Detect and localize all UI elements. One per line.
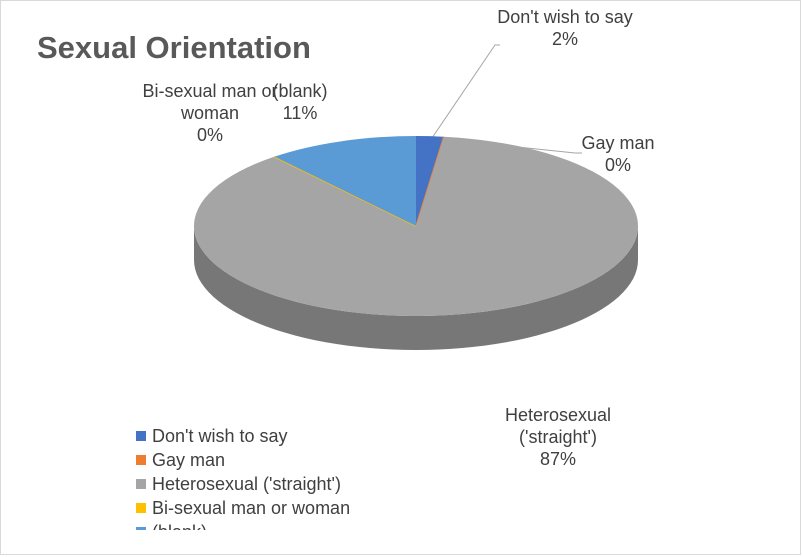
data-label: (blank) 11% bbox=[255, 80, 345, 124]
legend-label: Gay man bbox=[152, 449, 226, 470]
data-label: Gay man 0% bbox=[563, 132, 673, 176]
chart-title: Sexual Orientation bbox=[37, 30, 311, 65]
data-label-value: 87% bbox=[539, 449, 577, 469]
data-label-value: 0% bbox=[196, 125, 223, 145]
data-label-value: 0% bbox=[604, 155, 631, 175]
data-label-category: Bi-sexual man or woman bbox=[142, 81, 278, 123]
legend-swatch bbox=[136, 503, 146, 513]
data-label: Heterosexual ('straight') 87% bbox=[493, 404, 623, 470]
legend-item: Gay man bbox=[136, 448, 456, 472]
legend-label: Heterosexual ('straight') bbox=[152, 473, 341, 494]
legend-swatch bbox=[136, 431, 146, 441]
data-label-value: 2% bbox=[551, 29, 578, 49]
data-label: Don't wish to say 2% bbox=[490, 6, 640, 50]
data-label-category: Heterosexual ('straight') bbox=[504, 405, 612, 447]
data-label-category: (blank) bbox=[272, 81, 328, 101]
legend-swatch bbox=[136, 455, 146, 465]
legend-item: (blank) bbox=[136, 520, 456, 530]
slice-side bbox=[194, 226, 638, 350]
slice bbox=[274, 155, 417, 227]
legend: Don't wish to say Gay man Heterosexual ('s… bbox=[136, 424, 456, 530]
legend-label: (blank) bbox=[152, 522, 207, 531]
legend-label: Bi-sexual man or woman bbox=[152, 497, 351, 518]
data-label-category: Gay man bbox=[581, 133, 655, 153]
leader-line bbox=[431, 44, 500, 139]
legend-swatch bbox=[136, 527, 146, 530]
slice bbox=[274, 136, 416, 226]
data-label-category: Don't wish to say bbox=[497, 7, 633, 27]
legend-item: Heterosexual ('straight') bbox=[136, 472, 456, 496]
legend-swatch bbox=[136, 479, 146, 489]
legend-item: Don't wish to say bbox=[136, 424, 456, 448]
legend-item: Bi-sexual man or woman bbox=[136, 496, 456, 520]
legend-label: Don't wish to say bbox=[152, 425, 288, 446]
slice bbox=[194, 136, 639, 316]
data-label: Bi-sexual man or woman 0% bbox=[140, 80, 280, 146]
data-label-value: 11% bbox=[282, 103, 318, 123]
